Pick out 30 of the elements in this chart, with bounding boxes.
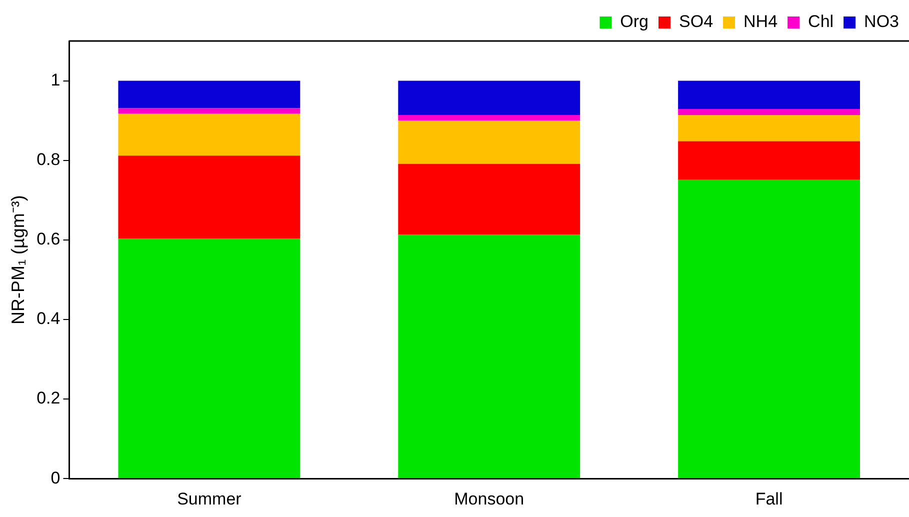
bar — [118, 80, 300, 108]
y-tick-label: 0.2 — [36, 388, 60, 408]
legend-label: Org — [620, 12, 649, 32]
bar — [678, 180, 860, 478]
legend-label: NH4 — [744, 12, 778, 32]
bar — [678, 80, 860, 110]
bar — [678, 109, 860, 115]
y-axis-title: NR-PM₁ (µgm⁻³) — [8, 195, 28, 325]
bar — [398, 120, 580, 164]
bar — [118, 156, 300, 239]
y-tick-label: 1 — [50, 70, 60, 90]
y-tick-label: 0.6 — [36, 230, 60, 249]
bar — [398, 164, 580, 235]
bar — [678, 141, 860, 180]
bar — [678, 114, 860, 142]
legend-label: NO3 — [864, 12, 900, 32]
y-tick-label: 0 — [50, 468, 60, 488]
x-tick-label: Fall — [755, 489, 783, 508]
bar — [118, 114, 300, 156]
legend-label: SO4 — [679, 12, 714, 32]
bar — [398, 234, 580, 478]
y-tick-label: 0.4 — [36, 309, 60, 328]
bar — [398, 114, 580, 121]
legend-label: Chl — [808, 12, 834, 32]
bar — [118, 238, 300, 478]
bar — [118, 108, 300, 114]
x-tick-label: Summer — [177, 489, 242, 508]
x-tick-label: Monsoon — [454, 489, 524, 508]
bar — [398, 80, 580, 115]
y-tick-label: 0.8 — [36, 150, 60, 170]
